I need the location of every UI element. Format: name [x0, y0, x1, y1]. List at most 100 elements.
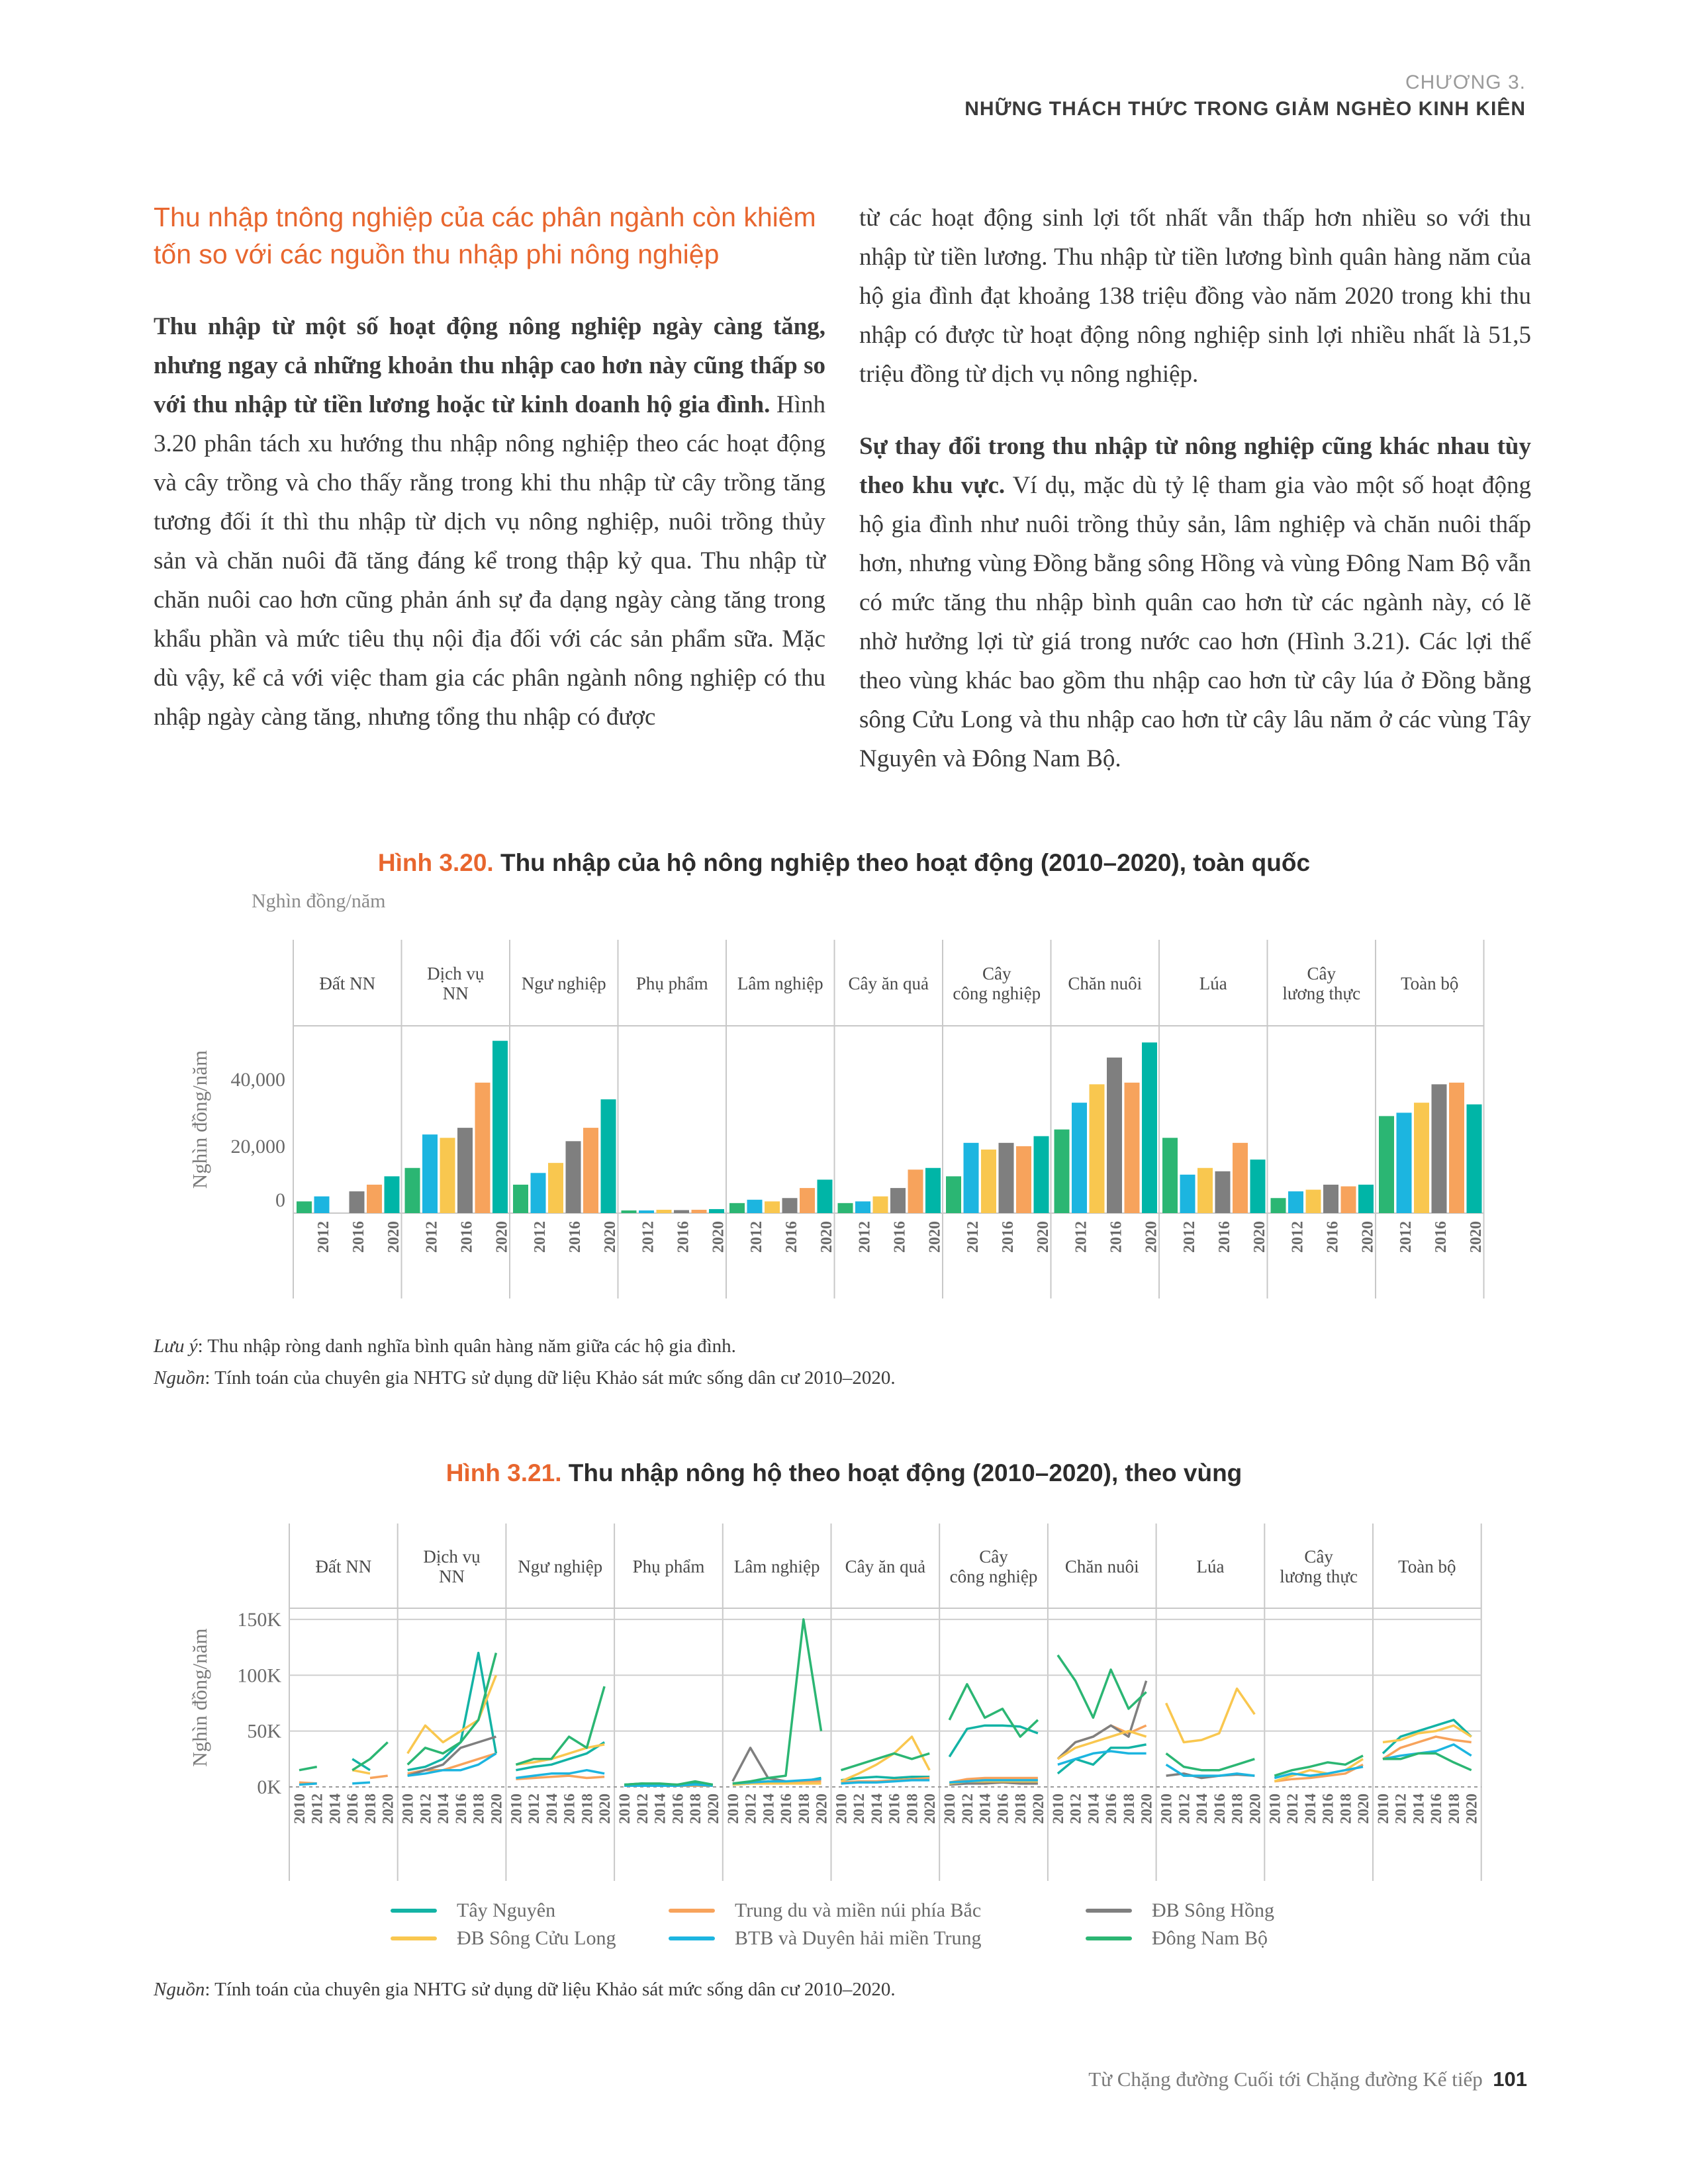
right-paragraph-2-body: Ví dụ, mặc dù tỷ lệ tham gia vào một số … [859, 472, 1531, 772]
panel-label: Đất NN [319, 974, 375, 993]
x-tick-label: 2012 [1289, 1221, 1307, 1253]
x-tick-label: 2014 [1085, 1794, 1102, 1825]
x-tick-label: 2012 [748, 1221, 765, 1253]
legend-label: BTB và Duyên hải miền Trung [735, 1927, 982, 1949]
series-line [1165, 1687, 1256, 1744]
bar [765, 1201, 780, 1213]
bar [475, 1082, 491, 1213]
figure1-unit: Nghìn đồng/năm [252, 890, 386, 912]
x-tick-label: 2018 [796, 1794, 812, 1824]
chapter-title: NHỮNG THÁCH THỨC TRONG GIẢM NGHÈO KINH K… [964, 98, 1526, 120]
legend-item: ĐB Sông Cửu Long [391, 1927, 616, 1950]
x-tick-label: 2020 [1139, 1794, 1155, 1824]
y-axis-label: Nghìn đồng/năm [188, 1628, 211, 1766]
panel-label: Ngư nghiệp [522, 974, 606, 993]
x-tick-label: 2012 [309, 1794, 326, 1824]
figure1-title-text: Thu nhập của hộ nông nghiệp theo hoạt độ… [493, 849, 1311, 876]
bar [1215, 1171, 1231, 1213]
bar [1270, 1198, 1286, 1213]
x-tick-label: 2012 [1397, 1221, 1415, 1253]
bar [691, 1209, 707, 1213]
bar [747, 1199, 763, 1213]
figure1-note-label: Lưu ý [154, 1336, 198, 1357]
series-line [949, 1779, 1038, 1784]
x-tick-label: 2016 [1428, 1794, 1444, 1824]
page-number: 101 [1493, 2068, 1527, 2091]
bar [925, 1167, 941, 1213]
y-tick-label: 50K [247, 1721, 281, 1743]
series-line [949, 1781, 1038, 1786]
series-line [732, 1618, 823, 1785]
legend-label: ĐB Sông Cửu Long [457, 1927, 616, 1949]
panel-label: Lúa [1196, 1557, 1224, 1576]
legend-swatch [1086, 1909, 1132, 1913]
series-line [352, 1781, 371, 1785]
bar [530, 1173, 546, 1213]
legend-swatch [1086, 1936, 1132, 1940]
x-tick-label: 2020 [1030, 1794, 1047, 1824]
x-tick-label: 2012 [1073, 1221, 1090, 1253]
x-tick-label: 2016 [350, 1221, 367, 1253]
line-legend: Tây Nguyên Trung du và miền núi phía Bắc Đ… [0, 1899, 1688, 1959]
bar [513, 1185, 528, 1213]
bar [1414, 1103, 1429, 1213]
figure1-source: Nguồn: Tính toán của chuyên gia NHTG sử … [154, 1367, 896, 1389]
panel-label: Lâm nghiệp [737, 974, 823, 993]
bar [1358, 1185, 1374, 1213]
legend-swatch [391, 1936, 437, 1940]
x-tick-label: 2018 [471, 1794, 487, 1824]
chapter-label: CHƯƠNG 3. [1405, 71, 1526, 93]
x-tick-label: 2020 [927, 1221, 944, 1253]
x-tick-label: 2010 [833, 1794, 850, 1824]
x-tick-label: 2016 [567, 1221, 584, 1253]
series-line [516, 1774, 605, 1780]
figure1-source-text: : Tính toán của chuyên gia NHTG sử dụng … [205, 1367, 896, 1388]
x-tick-label: 2010 [1375, 1794, 1391, 1824]
series-line [1056, 1680, 1148, 1760]
left-paragraph: Thu nhập từ một số hoạt động nông nghiệp… [154, 307, 825, 737]
x-tick-label: 2014 [760, 1794, 776, 1825]
bar [872, 1196, 888, 1213]
series-line [1382, 1735, 1472, 1760]
series-line [515, 1686, 606, 1766]
right-column: từ các hoạt động sinh lợi tốt nhất vẫn t… [859, 199, 1531, 778]
series-line [352, 1741, 389, 1772]
x-tick-label: 2016 [1320, 1794, 1336, 1824]
x-tick-label: 2010 [291, 1794, 308, 1824]
x-tick-label: 2010 [616, 1794, 633, 1824]
footer-text: Từ Chặng đường Cuối tới Chặng đường Kế t… [1088, 2068, 1483, 2091]
panel-label: Lâm nghiệp [734, 1557, 820, 1576]
x-tick-label: 2020 [1035, 1221, 1052, 1253]
x-tick-label: 2012 [315, 1221, 332, 1253]
series-line [407, 1651, 498, 1772]
x-tick-label: 2018 [1337, 1794, 1354, 1824]
x-tick-label: 2012 [424, 1221, 441, 1253]
x-tick-label: 2014 [1194, 1794, 1210, 1825]
figure2-source: Nguồn: Tính toán của chuyên gia NHTG sử … [154, 1979, 896, 2001]
bar [565, 1141, 581, 1213]
x-tick-label: 2018 [904, 1794, 920, 1824]
y-tick-label: 20,000 [231, 1136, 286, 1158]
panel-label: Đất NN [315, 1557, 371, 1576]
bar [1089, 1084, 1105, 1213]
panel-label: công nghiệp [953, 983, 1041, 1003]
bar [998, 1142, 1014, 1213]
x-tick-label: 2020 [602, 1221, 619, 1253]
x-tick-label: 2020 [818, 1221, 835, 1253]
x-tick-label: 2010 [1266, 1794, 1283, 1824]
left-column: Thu nhập tnông nghiệp của các phân ngành… [154, 199, 825, 737]
panel-label: Ngư nghiệp [518, 1557, 602, 1576]
bar [1072, 1103, 1087, 1213]
x-tick-label: 2020 [488, 1794, 504, 1824]
series-line [731, 1747, 786, 1783]
x-tick-label: 2014 [543, 1794, 560, 1825]
bar [1162, 1138, 1178, 1213]
x-tick-label: 2014 [1410, 1794, 1427, 1825]
x-tick-label: 2012 [526, 1794, 542, 1824]
x-tick-label: 2018 [687, 1794, 704, 1824]
figure2-title-text: Thu nhập nông hộ theo hoạt động (2010–20… [561, 1459, 1243, 1486]
left-paragraph-lead: Thu nhập từ một số hoạt động nông nghiệp… [154, 313, 825, 418]
panel-label: Dịch vụ [423, 1547, 481, 1567]
right-paragraph-2: Sự thay đổi trong thu nhập từ nông nghiệ… [859, 427, 1531, 778]
x-tick-label: 2016 [459, 1221, 476, 1253]
